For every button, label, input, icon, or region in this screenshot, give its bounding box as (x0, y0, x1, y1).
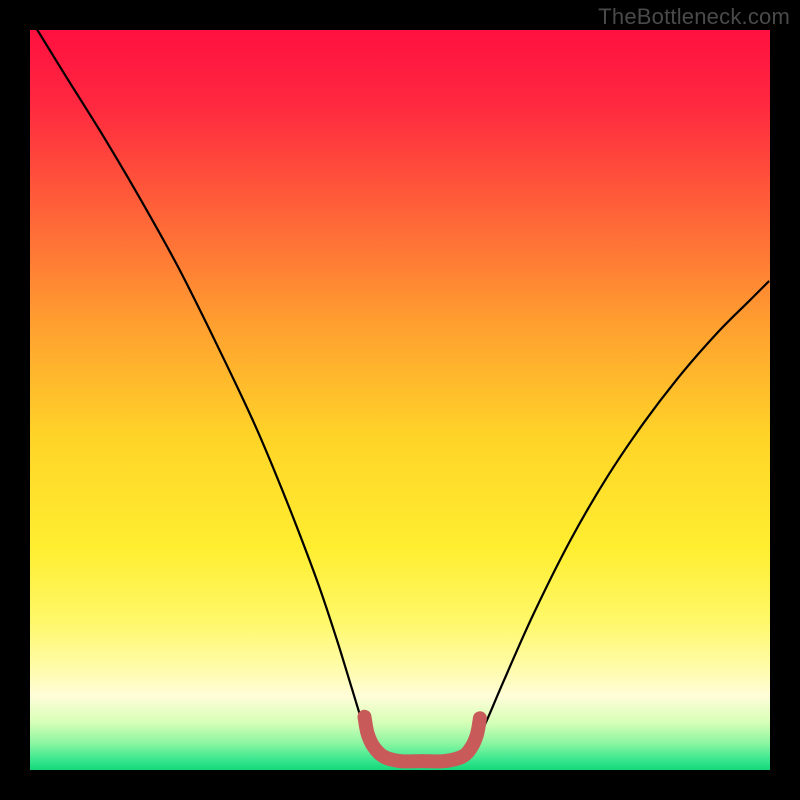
bottleneck-chart (30, 30, 770, 770)
watermark-text: TheBottleneck.com (598, 4, 790, 30)
chart-background (30, 30, 770, 770)
chart-frame: TheBottleneck.com (0, 0, 800, 800)
